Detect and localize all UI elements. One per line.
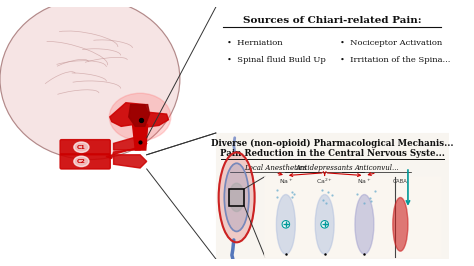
Text: Antidepressants: Antidepressants: [296, 164, 354, 172]
Ellipse shape: [109, 93, 171, 140]
Ellipse shape: [74, 142, 89, 152]
Ellipse shape: [282, 221, 290, 228]
Ellipse shape: [219, 152, 255, 242]
Ellipse shape: [276, 194, 295, 254]
Ellipse shape: [355, 194, 374, 254]
Text: C1: C1: [77, 145, 86, 150]
Ellipse shape: [74, 156, 89, 167]
Polygon shape: [106, 148, 145, 159]
Text: GABA: GABA: [393, 179, 408, 184]
Text: Sources of Chiari-related Pain:: Sources of Chiari-related Pain:: [243, 16, 421, 25]
Text: •  Irritation of the Spina...: • Irritation of the Spina...: [340, 56, 450, 64]
Bar: [265, 177, 441, 257]
Text: Ca$^{2+}$: Ca$^{2+}$: [316, 177, 333, 186]
Polygon shape: [114, 155, 147, 168]
Ellipse shape: [0, 0, 180, 160]
Text: Local Anesthetics: Local Anesthetics: [244, 164, 307, 172]
Ellipse shape: [229, 183, 244, 211]
Polygon shape: [110, 103, 148, 126]
Text: •  Herniation: • Herniation: [227, 39, 283, 47]
Text: C2: C2: [77, 159, 86, 164]
Ellipse shape: [224, 163, 249, 231]
FancyBboxPatch shape: [60, 154, 110, 169]
Polygon shape: [129, 105, 150, 126]
Ellipse shape: [315, 194, 334, 254]
Text: •  Nociceptor Activation: • Nociceptor Activation: [340, 39, 442, 47]
Text: Na$^+$: Na$^+$: [279, 177, 293, 186]
Bar: [216, 133, 449, 259]
Text: Pain Reduction in the Central Nervous Syste...: Pain Reduction in the Central Nervous Sy…: [220, 149, 445, 158]
Text: Na$^+$: Na$^+$: [357, 177, 372, 186]
Ellipse shape: [393, 197, 408, 251]
Ellipse shape: [321, 221, 328, 228]
Polygon shape: [140, 112, 168, 127]
Text: •  Spinal fluid Build Up: • Spinal fluid Build Up: [227, 56, 326, 64]
Text: Diverse (non-opioid) Pharmacological Mechanis...: Diverse (non-opioid) Pharmacological Mec…: [211, 139, 454, 148]
FancyBboxPatch shape: [60, 140, 110, 155]
Polygon shape: [114, 136, 147, 150]
Bar: [216, 7, 449, 133]
Polygon shape: [133, 124, 148, 150]
Text: Anticonvul...: Anticonvul...: [355, 164, 399, 172]
Bar: [229, 189, 244, 206]
